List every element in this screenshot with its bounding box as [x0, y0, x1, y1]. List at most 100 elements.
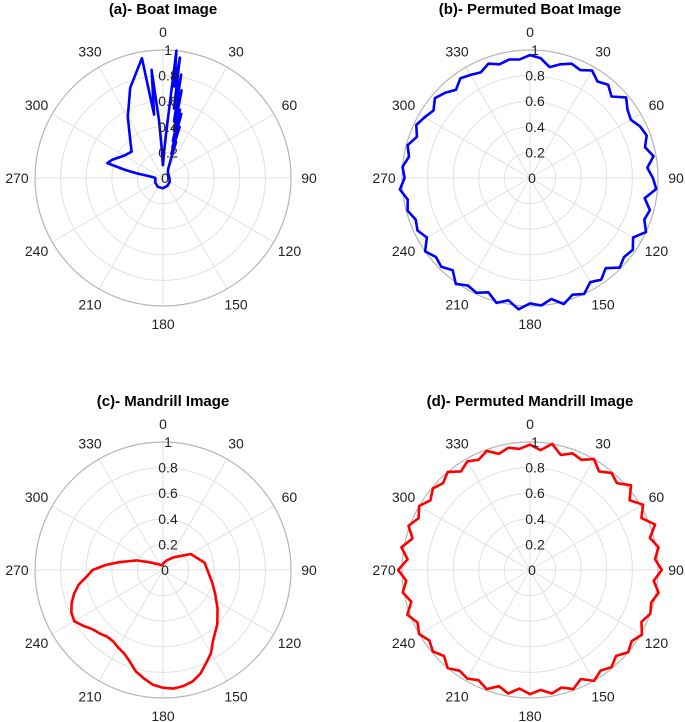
angle-gridline: [162, 177, 228, 290]
angle-tick-label: 120: [645, 635, 669, 651]
angle-tick-label: 90: [301, 562, 317, 578]
angle-gridline: [529, 458, 595, 571]
radial-tick-label: 0.4: [525, 511, 545, 527]
angle-tick-label: 150: [224, 296, 248, 312]
radial-tick-label: 1: [531, 42, 539, 58]
angle-gridline: [162, 505, 275, 571]
radial-tick-label: 0: [161, 562, 169, 578]
polar-panel-2: (b)- Permuted Boat Image 0 0.2 0.4 0.6 0.8 1 0 3…: [372, 1, 684, 332]
angle-tick-label: 180: [151, 708, 175, 722]
angle-gridline: [418, 113, 531, 179]
series-line: [396, 442, 664, 696]
angle-tick-label: 180: [518, 708, 542, 722]
radial-tick-label: 1: [164, 42, 172, 58]
angle-tick-label: 270: [5, 562, 29, 578]
angle-gridline: [465, 458, 531, 571]
angle-tick-label: 60: [282, 489, 298, 505]
angle-tick-label: 30: [595, 436, 611, 452]
angle-tick-label: 300: [25, 489, 49, 505]
angle-gridline: [98, 66, 164, 179]
angle-tick-label: 180: [151, 316, 175, 332]
radial-tick-label: 0: [161, 170, 169, 186]
polar-panel-1: (a)- Boat Image 0 0.2 0.4 0.6 0.8 1 0 30 60 90 120 1…: [5, 1, 317, 332]
radial-gridline: [503, 151, 557, 205]
angle-tick-label: 270: [372, 170, 396, 186]
panel-title: (c)- Mandrill Image: [97, 393, 230, 410]
radial-gridline: [452, 100, 608, 256]
angle-gridline: [529, 113, 642, 179]
angle-tick-label: 270: [5, 170, 29, 186]
angle-tick-label: 60: [649, 97, 665, 113]
angle-gridline: [51, 177, 164, 243]
angle-tick-label: 300: [392, 489, 416, 505]
angle-gridline: [98, 458, 164, 571]
radial-gridline: [427, 75, 633, 281]
radial-gridline: [503, 543, 557, 597]
angle-tick-label: 120: [278, 635, 302, 651]
outer-ring: [34, 441, 292, 699]
radial-gridline: [452, 492, 608, 648]
angle-gridline: [162, 569, 228, 682]
angle-gridline: [162, 458, 228, 571]
radial-tick-label: 0.4: [525, 119, 545, 135]
radial-gridline: [136, 543, 190, 597]
radial-tick-label: 0.8: [158, 460, 178, 476]
angle-tick-label: 90: [668, 562, 684, 578]
angle-tick-label: 150: [591, 296, 615, 312]
radial-tick-label: 1: [531, 434, 539, 450]
polar-panel-3: (c)- Mandrill Image 0 0.2 0.4 0.6 0.8 1 0 30 60 90…: [5, 393, 317, 722]
angle-tick-label: 240: [392, 635, 416, 651]
angle-gridline: [51, 505, 164, 571]
angle-tick-label: 240: [392, 243, 416, 259]
radial-tick-label: 0.8: [158, 68, 178, 84]
angle-gridline: [418, 505, 531, 571]
outer-ring: [401, 49, 659, 307]
angle-tick-label: 150: [591, 688, 615, 704]
angle-gridline: [465, 66, 531, 179]
angle-tick-label: 300: [25, 97, 49, 113]
radial-tick-label: 0.2: [525, 536, 545, 552]
radial-tick-label: 0.4: [158, 511, 178, 527]
angle-tick-label: 210: [445, 688, 469, 704]
series-line: [106, 49, 183, 190]
radial-tick-label: 0.2: [158, 144, 178, 160]
panel-title: (d)- Permuted Mandrill Image: [427, 393, 634, 410]
radial-tick-label: 0.2: [525, 144, 545, 160]
radial-gridline: [85, 100, 241, 256]
angle-tick-label: 330: [445, 436, 469, 452]
angle-gridline: [51, 113, 164, 179]
radial-gridline: [478, 126, 582, 230]
radial-tick-label: 0.6: [525, 485, 545, 501]
radial-tick-label: 1: [164, 434, 172, 450]
angle-tick-label: 210: [445, 296, 469, 312]
radial-tick-label: 0: [528, 562, 536, 578]
angle-gridline: [529, 177, 642, 243]
angle-tick-label: 330: [78, 44, 102, 60]
angle-tick-label: 60: [649, 489, 665, 505]
angle-tick-label: 0: [159, 24, 167, 40]
angle-gridline: [529, 569, 595, 682]
radial-gridline: [85, 492, 241, 648]
angle-gridline: [162, 177, 275, 243]
angle-gridline: [465, 177, 531, 290]
angle-tick-label: 90: [668, 170, 684, 186]
angle-tick-label: 120: [645, 243, 669, 259]
angle-gridline: [98, 177, 164, 290]
panel-title: (a)- Boat Image: [109, 1, 217, 18]
angle-gridline: [98, 569, 164, 682]
angle-tick-label: 330: [445, 44, 469, 60]
series-line: [70, 552, 219, 690]
radial-gridline: [60, 75, 266, 281]
angle-tick-label: 210: [78, 688, 102, 704]
radial-tick-label: 0.8: [525, 460, 545, 476]
angle-tick-label: 0: [526, 416, 534, 432]
angle-tick-label: 240: [25, 635, 49, 651]
angle-tick-label: 300: [392, 97, 416, 113]
outer-ring: [34, 49, 292, 307]
angle-gridline: [162, 66, 228, 179]
radial-tick-label: 0.2: [158, 536, 178, 552]
angle-tick-label: 90: [301, 170, 317, 186]
angle-tick-label: 30: [228, 436, 244, 452]
angle-tick-label: 270: [372, 562, 396, 578]
